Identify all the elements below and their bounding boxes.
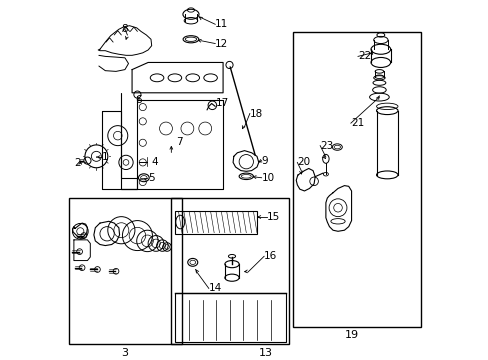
Text: 23: 23 bbox=[320, 141, 333, 150]
Bar bbox=[175, 293, 285, 342]
Text: 1: 1 bbox=[102, 152, 108, 162]
Text: 10: 10 bbox=[261, 173, 274, 183]
Bar bbox=[69, 198, 182, 345]
Text: 20: 20 bbox=[297, 157, 310, 167]
Text: 3: 3 bbox=[121, 348, 128, 358]
Bar bbox=[292, 32, 420, 327]
Text: 14: 14 bbox=[208, 283, 222, 293]
Text: 12: 12 bbox=[215, 39, 228, 49]
Bar bbox=[175, 211, 257, 234]
Text: 22: 22 bbox=[357, 51, 370, 62]
Bar bbox=[171, 198, 288, 345]
Text: 11: 11 bbox=[215, 19, 228, 29]
Text: 7: 7 bbox=[176, 137, 182, 147]
Text: 15: 15 bbox=[266, 212, 279, 222]
Text: 4: 4 bbox=[151, 157, 157, 167]
Text: 18: 18 bbox=[249, 108, 263, 118]
Text: 5: 5 bbox=[148, 173, 155, 183]
Text: 21: 21 bbox=[350, 118, 364, 128]
Text: 13: 13 bbox=[258, 348, 272, 358]
Text: 19: 19 bbox=[344, 330, 358, 340]
Text: 9: 9 bbox=[261, 156, 268, 166]
Text: 17: 17 bbox=[216, 98, 229, 108]
Text: 16: 16 bbox=[264, 251, 277, 261]
Text: 6: 6 bbox=[135, 95, 141, 105]
Text: 8: 8 bbox=[121, 24, 128, 34]
Text: 2: 2 bbox=[74, 158, 81, 168]
